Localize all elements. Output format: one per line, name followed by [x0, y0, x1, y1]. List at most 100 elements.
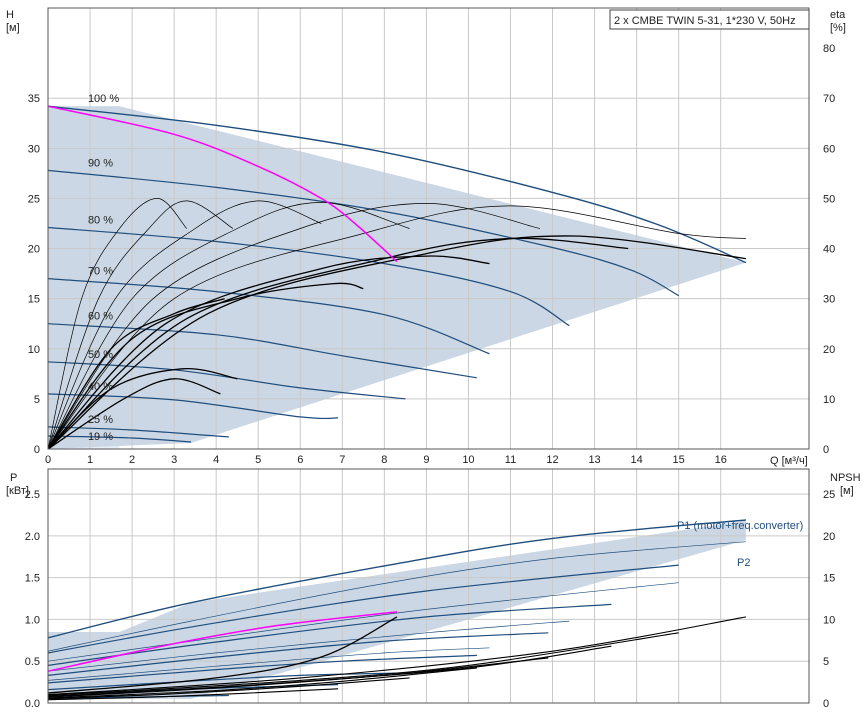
x-tick-label: 11 — [505, 454, 516, 466]
efficiency-curve — [47, 203, 540, 450]
npsh-tick-label: 0 — [823, 698, 829, 710]
power-tick-label: 1.5 — [25, 573, 40, 585]
npsh-curve — [47, 688, 339, 701]
efficiency-curve — [47, 235, 746, 450]
y-tick-label: 15 — [28, 294, 40, 306]
speed-curve — [47, 278, 490, 355]
y-tick-label: 5 — [34, 394, 40, 406]
y-tick-label: 25 — [28, 193, 40, 205]
x-tick-label: 6 — [297, 454, 303, 466]
speed-label: 90 % — [88, 157, 113, 169]
npsh-axis-unit: [м] — [840, 485, 854, 497]
power-chart-frame — [47, 468, 810, 704]
npsh-axis-ticks: 0 5 10 15 20 25 — [823, 489, 835, 710]
eta-axis-label: eta — [830, 9, 846, 21]
npsh-curve — [47, 657, 549, 698]
y-tick-label: 10 — [28, 344, 40, 356]
range-area — [48, 106, 746, 450]
head-axis-ticks: 0 5 10 15 20 25 30 35 — [28, 93, 40, 456]
speed-label: 80 % — [88, 214, 113, 226]
efficiency-curve — [47, 200, 234, 450]
p1-curve — [47, 632, 549, 676]
x-tick-label: 1 — [87, 454, 93, 466]
legend-p2: P2 — [737, 557, 750, 569]
p1-curve — [47, 654, 477, 684]
y-tick-label: 35 — [28, 93, 40, 105]
efficiency-curves — [47, 198, 746, 450]
eta-tick-label: 10 — [823, 394, 835, 406]
npsh-axis-label: NPSH — [830, 472, 861, 484]
efficiency-curve — [47, 298, 225, 450]
x-tick-label: 5 — [255, 454, 261, 466]
x-tick-label: 8 — [381, 454, 387, 466]
selected-power-curve — [47, 611, 398, 672]
title-box — [609, 9, 810, 30]
p2-curve — [47, 620, 570, 672]
y-tick-label: 20 — [28, 244, 40, 256]
selected-head-curve — [47, 105, 398, 263]
efficiency-curve — [47, 378, 221, 450]
p2-curves — [47, 541, 746, 681]
head-axis-unit: [м] — [6, 22, 20, 34]
p2-curve — [47, 582, 679, 662]
npsh-curve — [47, 667, 477, 699]
x-tick-label: 15 — [673, 454, 685, 466]
p2-curve — [47, 647, 490, 681]
npsh-tick-label: 25 — [823, 489, 835, 501]
power-range-area — [48, 520, 746, 699]
efficiency-curve — [47, 198, 187, 450]
npsh-tick-label: 15 — [823, 573, 835, 585]
speed-label: 100 % — [88, 93, 119, 105]
speed-label: 60 % — [88, 311, 113, 323]
efficiency-curve — [47, 255, 490, 450]
power-tick-label: 2.5 — [25, 489, 40, 501]
x-tick-label: 16 — [715, 454, 727, 466]
eta-tick-label: 20 — [823, 344, 835, 356]
flow-axis-label: Q [м³/ч] — [770, 455, 808, 467]
speed-label: 70 % — [88, 266, 113, 278]
npsh-curves — [47, 616, 746, 701]
power-tick-label: 0.5 — [25, 656, 40, 668]
head-axis-label: H — [6, 9, 14, 21]
npsh-curve — [47, 632, 679, 697]
speed-curve — [47, 323, 477, 379]
speed-curve — [47, 169, 679, 297]
selected-curve — [47, 105, 398, 263]
x-tick-label: 10 — [462, 454, 474, 466]
eta-tick-label: 30 — [823, 294, 835, 306]
x-tick-label: 3 — [171, 454, 177, 466]
chart-title: 2 x CMBE TWIN 5-31, 1*230 V, 50Hz — [614, 15, 796, 27]
power-axis-label: P — [10, 472, 17, 484]
npsh-curve — [47, 616, 746, 696]
eta-tick-label: 50 — [823, 193, 835, 205]
x-tick-label: 13 — [588, 454, 600, 466]
x-tick-label: 2 — [129, 454, 135, 466]
npsh-tick-label: 20 — [823, 531, 835, 543]
speed-curves — [47, 105, 747, 443]
p1-curve — [47, 564, 679, 654]
power-axis-unit: [кВт] — [6, 485, 29, 497]
speed-label: 19 % — [88, 431, 113, 443]
x-tick-label: 4 — [213, 454, 219, 466]
eta-tick-label: 0 — [823, 444, 829, 456]
power-tick-label: 2.0 — [25, 531, 40, 543]
speed-curve — [47, 435, 192, 443]
flow-axis-ticks: 0 1 2 3 4 5 6 7 8 9 10 11 12 13 14 15 16 — [45, 454, 727, 466]
npsh-curve — [47, 616, 398, 694]
y-tick-label: 0 — [34, 444, 40, 456]
x-tick-label: 7 — [339, 454, 345, 466]
eta-tick-label: 60 — [823, 143, 835, 155]
x-tick-label: 12 — [546, 454, 558, 466]
p1-curve — [47, 519, 746, 639]
eta-tick-label: 80 — [823, 43, 835, 55]
power-tick-label: 1.0 — [25, 614, 40, 626]
efficiency-curve — [47, 202, 410, 450]
efficiency-axis-ticks: 0 10 20 30 40 50 60 70 80 — [823, 43, 835, 456]
speed-label: 50 % — [88, 349, 113, 361]
speed-label: 25 % — [88, 414, 113, 426]
eta-tick-label: 40 — [823, 244, 835, 256]
x-tick-label: 14 — [630, 454, 642, 466]
speed-label: 40 % — [88, 381, 113, 393]
power-axis-ticks: 0.0 0.5 1.0 1.5 2.0 2.5 — [25, 489, 40, 710]
